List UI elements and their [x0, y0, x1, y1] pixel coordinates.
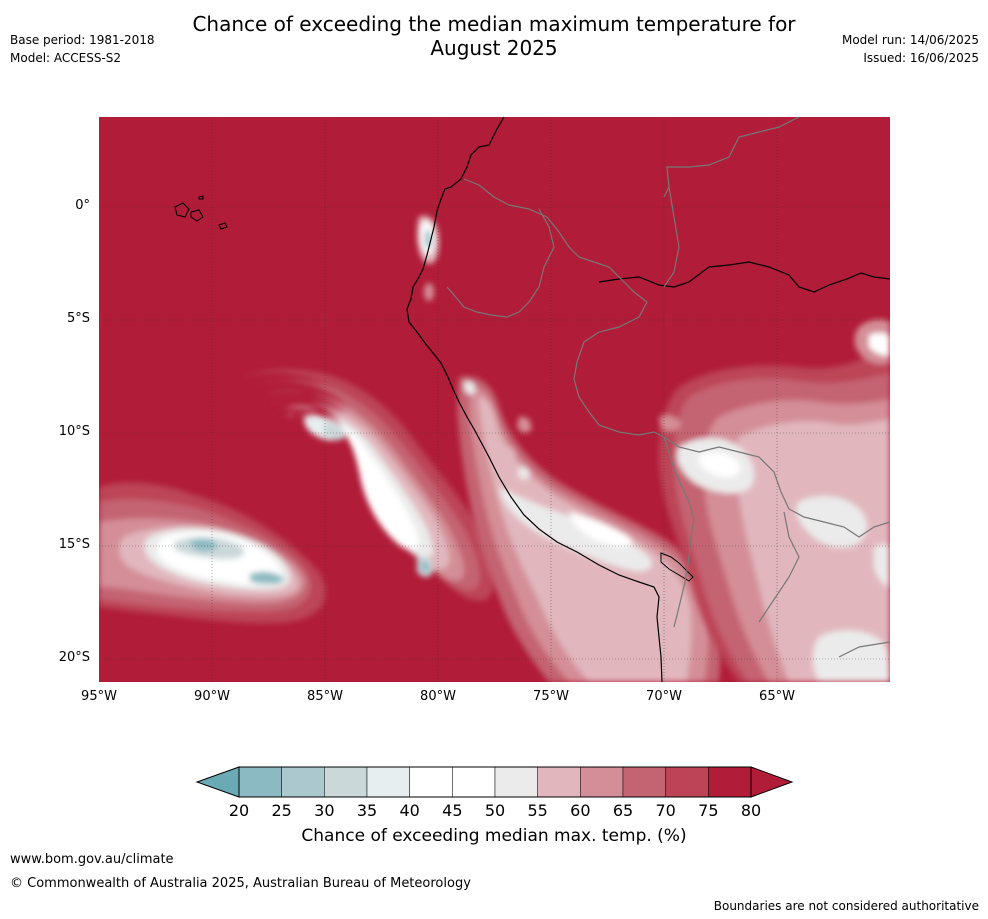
lat-label-15s: 15°S — [58, 537, 90, 552]
colorbar-tick-label: 55 — [527, 801, 548, 820]
coastline — [406, 117, 663, 682]
colorbar-segment — [708, 766, 752, 798]
lon-label-70w: 70°W — [646, 689, 682, 704]
colorbar-tick-label: 75 — [698, 801, 719, 820]
lat-label-20s: 20°S — [58, 650, 90, 665]
colorbar-tick-label: 50 — [484, 801, 506, 820]
footer-note: Boundaries are not considered authoritat… — [713, 899, 979, 913]
colorbar-segments — [238, 766, 752, 798]
anomaly-region-east — [659, 319, 890, 682]
footer-copyright: © Commonwealth of Australia 2025, Austra… — [10, 876, 471, 891]
lon-label-80w: 80°W — [420, 689, 456, 704]
colorbar — [195, 766, 794, 798]
colorbar-tick-label: 30 — [314, 801, 335, 820]
colorbar-left-arrow — [195, 766, 240, 798]
meta-right: Model run: 14/06/2025 Issued: 16/06/2025 — [842, 31, 979, 67]
title-line-2: August 2025 — [430, 36, 558, 60]
colorbar-right-arrow — [750, 766, 794, 798]
lon-label-95w: 95°W — [81, 689, 117, 704]
colorbar-segment — [366, 766, 410, 798]
issued-date: Issued: 16/06/2025 — [863, 51, 979, 65]
colorbar-segment — [409, 766, 453, 798]
colorbar-tick-label: 65 — [612, 801, 634, 820]
lat-label-0: 0° — [75, 198, 90, 213]
lat-label-5s: 5°S — [66, 311, 90, 326]
colorbar-segment — [281, 766, 325, 798]
map-svg — [99, 117, 890, 682]
colorbar-tick-label: 35 — [356, 801, 378, 820]
lat-label-10s: 10°S — [58, 424, 90, 439]
north-coastline — [598, 261, 890, 293]
colorbar-segment — [537, 766, 581, 798]
colorbar-tick-label: 80 — [740, 801, 762, 820]
meta-left: Base period: 1981-2018 Model: ACCESS-S2 — [10, 31, 155, 67]
lon-label-85w: 85°W — [307, 689, 343, 704]
colorbar-tick-label: 40 — [399, 801, 420, 820]
gridlines — [99, 117, 890, 682]
lon-label-90w: 90°W — [194, 689, 230, 704]
title-line-1: Chance of exceeding the median maximum t… — [192, 12, 796, 36]
colorbar-segment — [580, 766, 624, 798]
model-run: Model run: 14/06/2025 — [841, 33, 979, 47]
anomaly-region-central — [239, 369, 495, 601]
country-borders — [446, 117, 890, 658]
colorbar-tick-label: 60 — [570, 801, 591, 820]
colorbar-tick-label: 20 — [228, 801, 250, 820]
colorbar-segment — [494, 766, 538, 798]
anomaly-region-west — [99, 482, 326, 624]
base-period: Base period: 1981-2018 — [10, 33, 155, 47]
lon-label-65w: 65°W — [759, 689, 795, 704]
colorbar-tick-label: 70 — [655, 801, 676, 820]
footer-url: www.bom.gov.au/climate — [10, 852, 174, 867]
model-name: Model: ACCESS-S2 — [10, 51, 122, 65]
chart-title: Chance of exceeding the median maximum t… — [0, 12, 988, 60]
colorbar-tick-label: 45 — [442, 801, 463, 820]
anomaly-region-andes — [457, 376, 722, 682]
lon-label-75w: 75°W — [533, 689, 569, 704]
lake-titicaca — [660, 552, 694, 582]
colorbar-segment — [452, 766, 496, 798]
colorbar-segment — [324, 766, 368, 798]
galapagos-islands — [174, 195, 228, 230]
colorbar-segment — [622, 766, 666, 798]
colorbar-label: Chance of exceeding median max. temp. (%… — [301, 826, 687, 846]
colorbar-segment — [238, 766, 282, 798]
colorbar-segment — [665, 766, 709, 798]
map-panel — [99, 117, 890, 682]
colorbar-tick-label: 25 — [271, 801, 292, 820]
